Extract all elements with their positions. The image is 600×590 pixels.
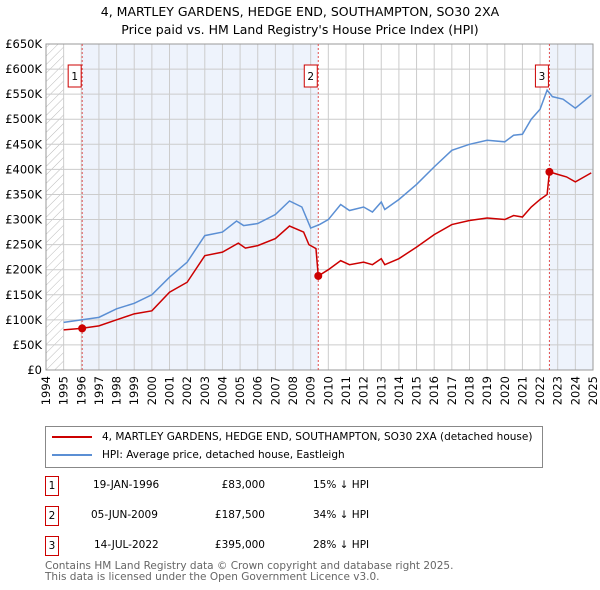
y-tick-label: £0 (27, 363, 42, 377)
x-tick-label: 2020 (498, 376, 512, 405)
x-tick-label: 1996 (74, 376, 88, 405)
x-tick-label: 1994 (39, 376, 53, 405)
y-tick-label: £150K (5, 288, 42, 302)
sale-label-box (303, 64, 318, 88)
x-tick-label: 2006 (251, 376, 265, 405)
shaded-ownership-3 (549, 44, 593, 370)
y-tick-label: £50K (13, 338, 43, 352)
x-tick-label: 2022 (533, 376, 547, 405)
series-line (63, 88, 592, 324)
sale-number: 3 (45, 536, 59, 556)
sale-point (78, 324, 87, 333)
legend-label-hpi: HPI: Average price, detached house, East… (102, 449, 345, 461)
y-tick-label: £350K (5, 187, 42, 201)
legend-label-property: 4, MARTLEY GARDENS, HEDGE END, SOUTHAMPT… (102, 431, 533, 443)
x-tick-label: 2019 (480, 376, 494, 405)
x-tick-label: 2023 (551, 376, 565, 405)
sale-point (314, 271, 323, 280)
series-line (63, 170, 592, 331)
sale-label: 2 (307, 71, 314, 83)
y-tick-label: £100K (5, 313, 42, 327)
sale-label-box (67, 64, 82, 88)
x-tick-label: 2011 (339, 376, 353, 405)
x-tick-label: 2015 (410, 376, 424, 405)
shaded-ownership-1 (82, 44, 319, 370)
x-tick-label: 2013 (374, 376, 388, 405)
y-tick-label: £250K (5, 238, 42, 252)
y-tick-label: £650K (5, 37, 42, 51)
x-tick-label: 2005 (233, 376, 247, 405)
sale-row: 2 05-JUN-2009 £187,500 34% ↓ HPI (45, 506, 600, 526)
sale-number: 1 (45, 476, 59, 496)
chart-title: 4, MARTLEY GARDENS, HEDGE END, SOUTHAMPT… (100, 4, 500, 19)
sale-date: 14-JUL-2022 (94, 539, 159, 551)
x-tick-label: 2008 (286, 376, 300, 405)
x-tick-label: 2025 (586, 376, 600, 405)
sale-price: £395,000 (214, 539, 265, 551)
x-tick-label: 2017 (445, 376, 459, 405)
x-tick-label: 2009 (304, 376, 318, 405)
x-tick-label: 1997 (92, 376, 106, 405)
sale-row: 3 14-JUL-2022 £395,000 28% ↓ HPI (45, 536, 600, 556)
legend-swatch-property (52, 436, 92, 438)
sale-hpi-diff: 15% ↓ HPI (313, 479, 370, 491)
sale-point (545, 167, 554, 176)
sale-number: 2 (45, 506, 59, 526)
x-tick-label: 2002 (180, 376, 194, 405)
y-tick-label: £400K (5, 162, 42, 176)
chart-subtitle: Price paid vs. HM Land Registry's House … (121, 22, 479, 37)
legend-swatch-hpi (52, 454, 92, 456)
sale-price: £187,500 (214, 509, 265, 521)
y-tick-label: £550K (5, 87, 42, 101)
hatched-region (46, 44, 64, 370)
x-tick-label: 2001 (163, 376, 177, 405)
sale-hpi-diff: 34% ↓ HPI (313, 509, 370, 521)
x-tick-label: 2010 (321, 376, 335, 405)
plot-area: 1994 1995 1996 1997 1998 1999 2000 2001 2002 2003… (5, 37, 600, 405)
x-tick-label: 2012 (357, 376, 371, 405)
y-tick-label: £450K (5, 137, 42, 151)
x-tick-label: 2004 (215, 376, 229, 405)
footer: Contains HM Land Registry data © Crown c… (45, 561, 453, 583)
x-tick-label: 1999 (127, 376, 141, 405)
x-tick-label: 1995 (57, 376, 71, 405)
footer-line: This data is licensed under the Open Gov… (45, 571, 380, 583)
sale-date: 05-JUN-2009 (91, 509, 158, 521)
sale-hpi-diff: 28% ↓ HPI (313, 539, 370, 551)
x-tick-label: 2014 (392, 376, 406, 405)
x-tick-label: 2021 (515, 376, 529, 405)
x-tick-label: 2024 (568, 376, 582, 405)
x-tick-label: 2000 (145, 376, 159, 405)
plot-border (45, 43, 594, 371)
legend: 4, MARTLEY GARDENS, HEDGE END, SOUTHAMPT… (45, 426, 543, 468)
sale-date: 19-JAN-1996 (93, 479, 160, 491)
x-tick-label: 2016 (427, 376, 441, 405)
sale-label: 3 (539, 71, 546, 83)
y-tick-label: £500K (5, 112, 42, 126)
sale-label: 1 (71, 71, 78, 83)
y-tick-label: £600K (5, 62, 42, 76)
x-tick-label: 2003 (198, 376, 212, 405)
x-tick-label: 2018 (462, 376, 476, 405)
x-tick-label: 1998 (110, 376, 124, 405)
x-tick-label: 2007 (268, 376, 282, 405)
sale-row: 1 19-JAN-1996 £83,000 15% ↓ HPI (45, 476, 600, 496)
sale-price: £83,000 (221, 479, 265, 491)
y-tick-label: £200K (5, 263, 42, 277)
footer-line: Contains HM Land Registry data © Crown c… (45, 560, 454, 572)
sale-label-box (534, 64, 549, 88)
y-tick-label: £300K (5, 213, 42, 227)
